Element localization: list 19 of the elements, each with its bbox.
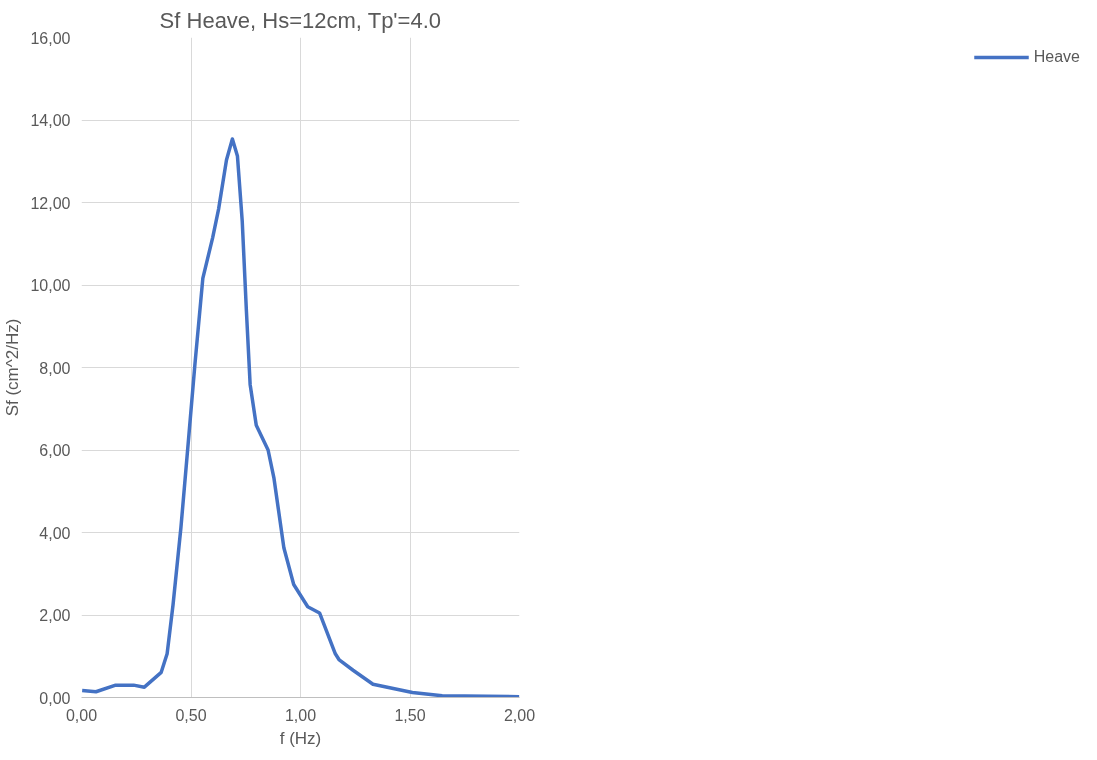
y-tick-label: 12,00 bbox=[30, 194, 71, 212]
x-tick-label: 0,50 bbox=[175, 706, 207, 724]
y-tick-label: 6,00 bbox=[39, 442, 71, 459]
x-tick-label: 0,00 bbox=[65, 706, 98, 724]
y-tick-label: 4,00 bbox=[39, 524, 71, 542]
y-tick-label: 14,00 bbox=[30, 112, 71, 129]
y-tick-label: 16,00 bbox=[30, 29, 71, 47]
y-axis-title: Sf (cm^2/Hz) bbox=[3, 318, 23, 417]
y-tick-label: 2,00 bbox=[39, 607, 71, 624]
x-axis-title: f (Hz) bbox=[279, 728, 322, 748]
legend-label: Heave bbox=[1033, 48, 1080, 66]
x-tick-label: 2,00 bbox=[503, 706, 536, 724]
x-tick-label: 1,00 bbox=[284, 706, 317, 724]
y-tick-label: 8,00 bbox=[39, 359, 71, 377]
y-tick-label: 0,00 bbox=[39, 689, 71, 707]
x-tick-label: 1,50 bbox=[394, 706, 426, 724]
chart-title: Sf Heave, Hs=12cm, Tp'=4.0 bbox=[159, 7, 441, 33]
line-series bbox=[81, 137, 520, 698]
y-tick-label: 10,00 bbox=[30, 277, 71, 294]
